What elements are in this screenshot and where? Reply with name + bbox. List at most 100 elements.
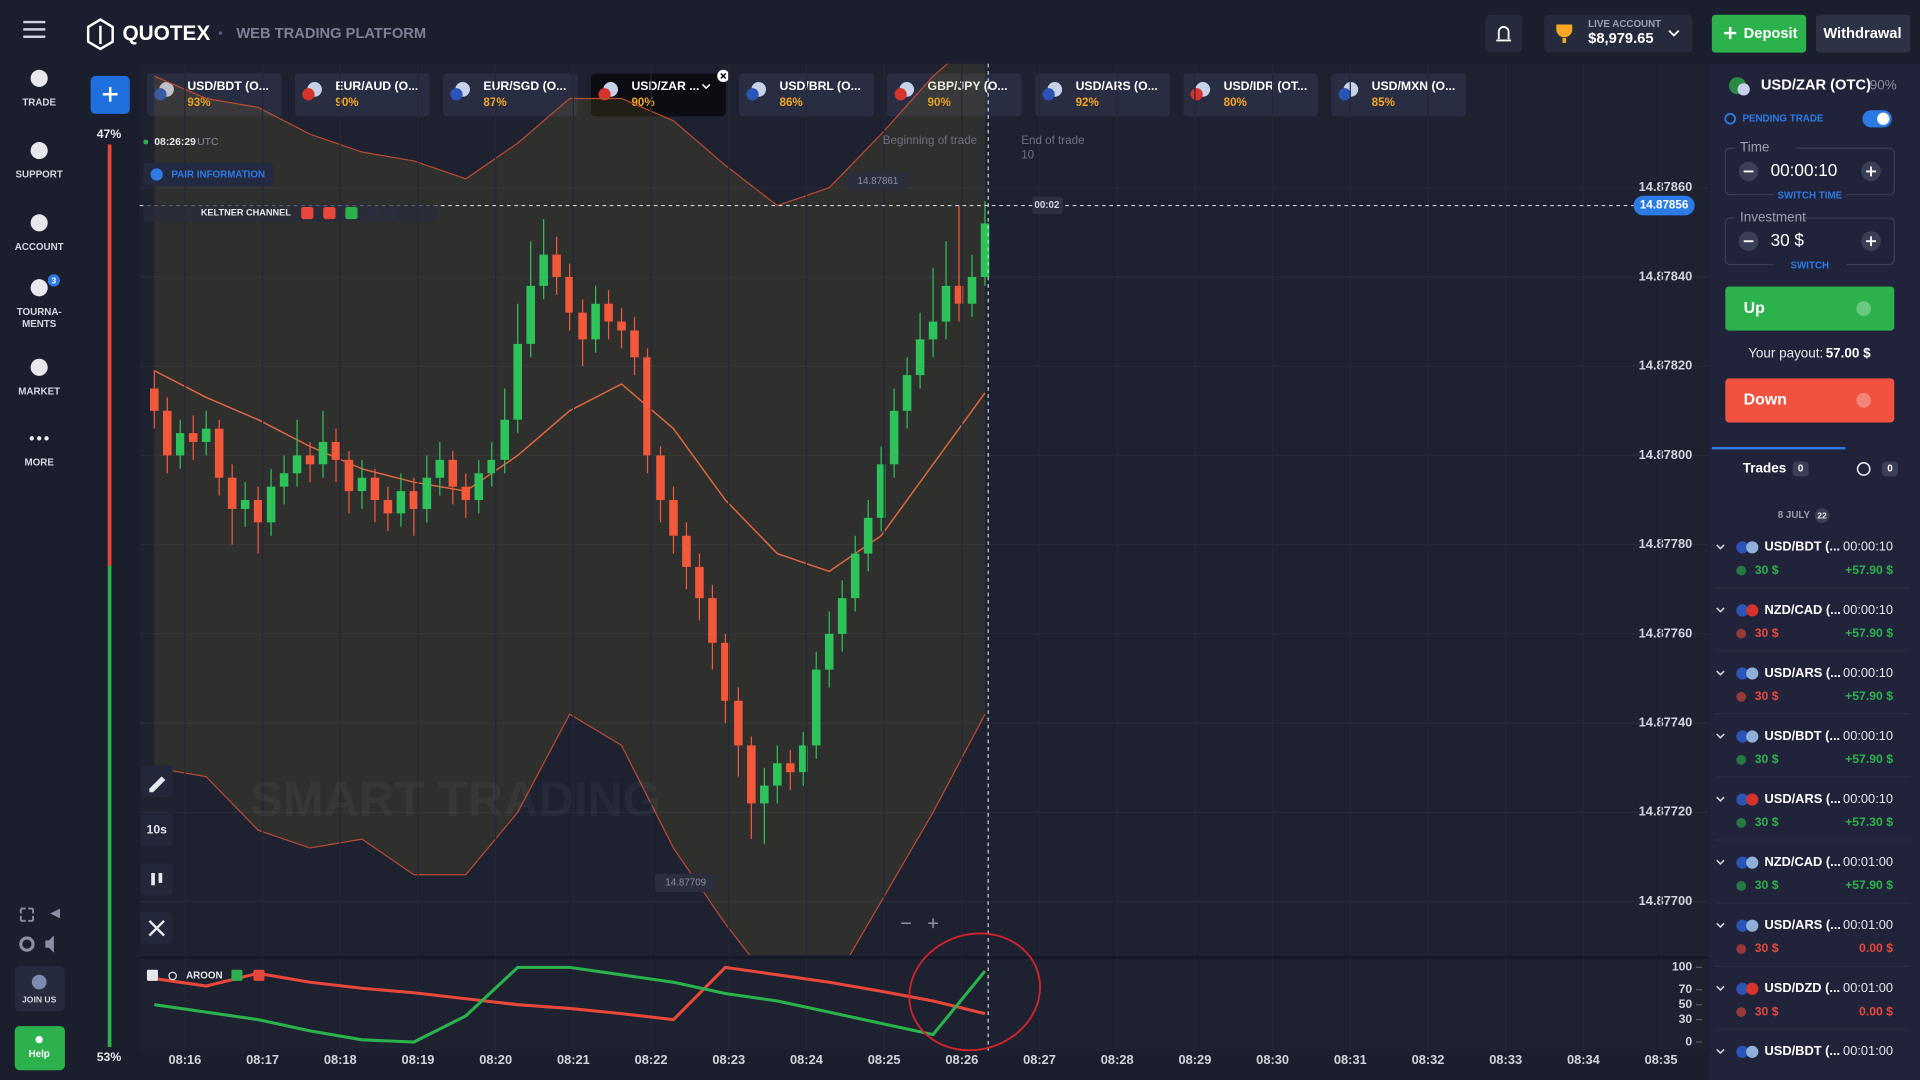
time-label: 08:26	[945, 1052, 978, 1067]
time-label: 08:23	[712, 1052, 745, 1067]
asset-name: USD/BDT (O...	[187, 79, 269, 93]
expand-icon[interactable]	[1716, 922, 1725, 929]
direction-icon	[1736, 881, 1747, 891]
trade-amount: 30 $	[1755, 941, 1779, 955]
expand-icon[interactable]	[1716, 607, 1725, 613]
nav-icon	[44, 436, 49, 441]
candle-body	[188, 433, 198, 443]
candle-body	[863, 517, 873, 554]
asset-tab[interactable]	[1035, 73, 1170, 117]
asset-payout: 80%	[1224, 96, 1248, 109]
withdrawal-button[interactable]	[1815, 14, 1911, 53]
asset-tab[interactable]	[887, 73, 1022, 117]
asset-name: USD/ZAR ...	[631, 79, 699, 93]
sound-icon	[45, 935, 54, 953]
flag	[1338, 88, 1351, 101]
candle-body	[889, 410, 899, 465]
expand-icon[interactable]	[1716, 796, 1725, 802]
expand-icon[interactable]	[1716, 670, 1725, 676]
flag	[1746, 541, 1759, 554]
deposit-button[interactable]	[1711, 14, 1807, 53]
price-tick-label: 14.87800	[1639, 447, 1693, 462]
asset-tab[interactable]	[294, 73, 430, 117]
price-badge	[1633, 195, 1695, 216]
flag	[1736, 1045, 1749, 1058]
asset-tab[interactable]	[591, 73, 726, 117]
candle-body	[734, 700, 743, 746]
account-type: LIVE ACCOUNT	[1588, 19, 1661, 30]
time-label: 08:28	[1101, 1052, 1134, 1067]
trade-amount: 30 $	[1755, 626, 1779, 640]
indicator-color	[384, 206, 397, 220]
candle-body	[578, 312, 587, 340]
direction-icon	[1736, 565, 1747, 576]
expand-icon[interactable]	[1716, 985, 1725, 992]
up-button[interactable]	[1725, 286, 1895, 331]
asset-payout: 90%	[928, 96, 952, 109]
trade-asset: USD/ARS (...	[1764, 917, 1840, 932]
plus-icon	[102, 86, 118, 102]
separator	[218, 31, 223, 35]
asset-tab[interactable]	[1331, 73, 1466, 117]
trade-duration: 00:00:10	[1843, 602, 1893, 617]
candle-body	[396, 491, 406, 514]
time-label: 08:24	[790, 1052, 824, 1067]
trade-duration: 00:00:10	[1843, 539, 1893, 554]
price-tick-label: 14.87740	[1639, 714, 1693, 729]
candle-body	[318, 442, 328, 465]
flag	[1736, 667, 1749, 680]
high-price-label: 14.87861	[858, 176, 899, 187]
logo-icon	[86, 18, 114, 51]
badge	[47, 274, 60, 287]
tool-button[interactable]	[140, 863, 173, 896]
trade-asset: USD/DZD (...	[1764, 980, 1840, 995]
down-label: Down	[1744, 392, 1787, 409]
candle-body	[201, 428, 211, 443]
chevron	[1668, 29, 1680, 37]
nav-label: ACCOUNT	[15, 242, 64, 253]
current-price: 14.87856	[1640, 199, 1689, 212]
trade-asset: NZD/CAD (...	[1764, 854, 1840, 869]
aroon-label: AROON	[186, 971, 222, 982]
asset-name: EUR/AUD (O...	[335, 79, 418, 93]
timeframe: 10s	[147, 822, 168, 836]
expand-icon[interactable]	[1716, 1048, 1725, 1055]
down-button[interactable]	[1725, 378, 1895, 423]
candle-body	[227, 477, 237, 509]
sentiment-sell	[107, 144, 112, 566]
field-value: 00:00:10	[1771, 160, 1838, 180]
zoom-in	[928, 918, 938, 929]
up-icon	[1856, 301, 1872, 316]
flag	[1736, 541, 1749, 554]
asset-tab[interactable]	[1183, 73, 1318, 117]
help-button[interactable]	[14, 1026, 65, 1071]
asset-name: GBP/JPY (O...	[928, 79, 1008, 93]
asset-tab[interactable]	[443, 73, 578, 117]
timeframe-button[interactable]	[140, 814, 173, 847]
candle-body	[967, 276, 977, 304]
keltner-lower	[154, 713, 986, 956]
pair-info-button[interactable]	[143, 162, 274, 187]
asset-payout: 90%	[1870, 77, 1897, 92]
aroon-toggle[interactable]	[146, 969, 158, 981]
candle-body	[552, 254, 561, 277]
count-badge	[1882, 461, 1898, 477]
date-badge	[1814, 508, 1830, 523]
expand-icon[interactable]	[1716, 859, 1725, 866]
flag	[1746, 1045, 1759, 1058]
notifications[interactable]	[1485, 14, 1523, 53]
expand-icon[interactable]	[1716, 544, 1725, 550]
candle-body	[617, 321, 626, 331]
trade-duration: 00:00:10	[1843, 665, 1893, 680]
candle-body	[837, 598, 847, 634]
flag	[1042, 88, 1055, 101]
flag	[1746, 856, 1759, 869]
payout-label: Your payout:	[1748, 345, 1823, 360]
account-selector[interactable]	[1544, 14, 1693, 53]
direction-icon	[1736, 628, 1747, 639]
deposit-label: Deposit	[1744, 26, 1798, 42]
expand-icon[interactable]	[1716, 733, 1725, 739]
pending-icon	[1724, 112, 1737, 125]
asset-payout: 92%	[1076, 96, 1100, 109]
down-icon	[1856, 393, 1872, 408]
